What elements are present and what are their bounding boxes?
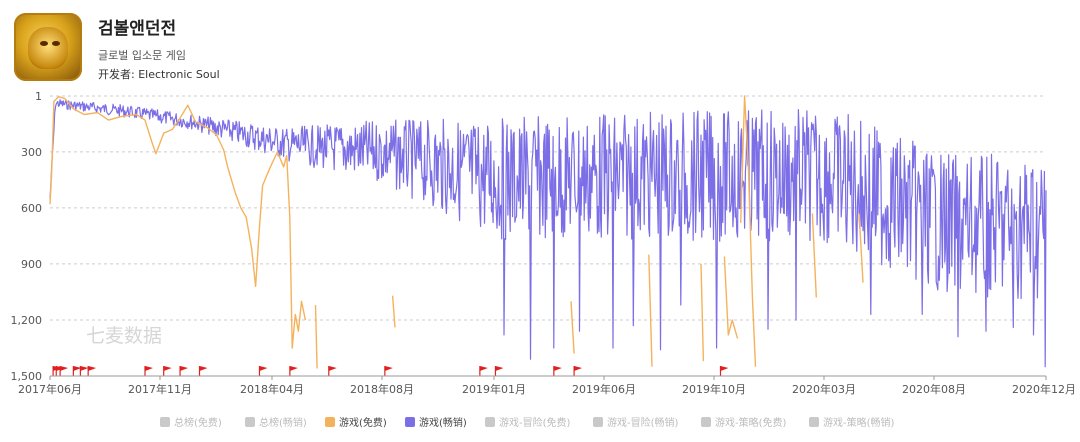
legend-label: 游戏-策略(畅销) (823, 418, 895, 429)
flag-cloth (60, 366, 69, 371)
flag-cloth (384, 366, 393, 371)
event-flag-icon (198, 366, 208, 376)
series-line-free (740, 95, 757, 367)
legend-item[interactable]: 总榜(免费) (160, 414, 222, 429)
flag-cloth (289, 366, 298, 371)
app-developer: 开发者: Electronic Soul (98, 68, 220, 81)
icon-eye-right (52, 41, 60, 46)
legend-label: 总榜(免费) (174, 418, 222, 429)
flag-cloth (479, 366, 488, 371)
legend-label: 游戏(免费) (339, 418, 387, 429)
legend-label: 游戏(畅销) (419, 418, 467, 429)
legend-swatch (701, 416, 711, 427)
event-flags (52, 366, 729, 376)
legend-swatch (325, 416, 335, 427)
event-flag-icon (179, 366, 189, 376)
x-tick-label: 2019年06月 (572, 382, 636, 396)
series-line-grossing (49, 99, 1047, 368)
flag-cloth (199, 366, 208, 371)
legend-swatch (405, 416, 415, 427)
y-tick-label: 1,200 (11, 314, 43, 327)
series-line-free (811, 213, 817, 298)
series-line-free (314, 304, 318, 369)
event-flag-icon (87, 366, 97, 376)
event-flag-icon (144, 366, 154, 376)
event-flag-icon (479, 366, 488, 376)
series-line-free (49, 95, 307, 349)
app-category: 글로벌 입소문 게임 (98, 49, 186, 62)
legend-label: 总榜(畅销) (259, 418, 307, 429)
event-flag-icon (573, 366, 583, 376)
event-flag-icon (258, 366, 268, 376)
event-flag-icon (72, 366, 82, 376)
event-flag-icon (79, 366, 89, 376)
series-line-free (391, 295, 396, 328)
dungeon-game-gold-icon[interactable] (14, 13, 82, 81)
icon-face (28, 27, 68, 69)
legend-swatch (160, 416, 170, 427)
flag-cloth (73, 366, 82, 371)
event-flag-icon (553, 366, 562, 376)
y-tick-label: 1 (35, 90, 42, 103)
x-tick-label: 2020年08月 (902, 382, 966, 396)
flag-cloth (163, 366, 172, 371)
chart-watermark: 七麦数据 (86, 325, 162, 347)
event-flag-icon (289, 366, 298, 376)
legend-swatch (485, 416, 495, 427)
series-line-free (570, 301, 575, 354)
event-flag-icon (494, 366, 504, 376)
app-title: 검볼앤던전 (98, 19, 177, 39)
legend-item[interactable]: 游戏(畅销) (405, 414, 467, 429)
flag-cloth (328, 366, 337, 371)
x-tick-label: 2020年12月 (1012, 382, 1076, 396)
event-flag-icon (163, 366, 172, 376)
legend-label: 游戏-冒险(免费) (499, 418, 571, 429)
y-tick-label: 900 (21, 258, 42, 271)
legend-item[interactable]: 游戏(免费) (325, 414, 387, 429)
chart-series (49, 95, 1047, 369)
legend-label: 游戏-策略(免费) (715, 418, 787, 429)
legend-item[interactable]: 游戏-策略(畅销) (809, 414, 894, 429)
flag-cloth (259, 366, 268, 371)
chart-legend: 总榜(免费) 总榜(畅销) 游戏(免费) 游戏(畅销) 游戏-冒险(免费) 游戏-冒险(畅… (0, 414, 1080, 432)
legend-item[interactable]: 游戏-冒险(免费) (485, 414, 570, 429)
flag-cloth (80, 366, 89, 371)
x-tick-label: 2020年03月 (792, 382, 856, 396)
legend-swatch (245, 416, 255, 427)
series-line-free (648, 254, 653, 367)
app-header: 검볼앤던전 글로벌 입소문 게임 开发者: Electronic Soul (0, 0, 1080, 90)
legend-item[interactable]: 游戏-策略(免费) (701, 414, 786, 429)
event-flag-icon (384, 366, 393, 376)
x-tick-label: 2017年11月 (128, 382, 192, 396)
icon-eye-left (40, 41, 48, 46)
event-flag-icon (719, 366, 729, 376)
legend-label: 游戏-冒险(畅销) (607, 418, 679, 429)
y-tick-label: 1,500 (11, 370, 43, 383)
flag-cloth (553, 366, 562, 371)
legend-item[interactable]: 总榜(畅销) (245, 414, 307, 429)
series-line-free (858, 213, 864, 283)
flag-cloth (574, 366, 583, 371)
legend-item[interactable]: 游戏-冒险(畅销) (593, 414, 678, 429)
flag-cloth (88, 366, 97, 371)
series-line-free (700, 263, 705, 362)
y-tick-label: 300 (21, 146, 42, 159)
event-flag-icon (59, 366, 69, 376)
x-tick-label: 2019年01月 (462, 382, 526, 396)
x-tick-label: 2018年04月 (240, 382, 304, 396)
flag-cloth (180, 366, 189, 371)
x-tick-label: 2017年06月 (18, 382, 82, 396)
x-tick-label: 2019年10月 (682, 382, 746, 396)
y-tick-label: 600 (21, 202, 42, 215)
flag-cloth (495, 366, 504, 371)
x-tick-label: 2018年08月 (350, 382, 414, 396)
flag-cloth (720, 366, 729, 371)
flag-cloth (145, 366, 154, 371)
event-flag-icon (328, 366, 337, 376)
legend-swatch (593, 416, 603, 427)
legend-swatch (809, 416, 819, 427)
series-line-free (723, 256, 739, 339)
